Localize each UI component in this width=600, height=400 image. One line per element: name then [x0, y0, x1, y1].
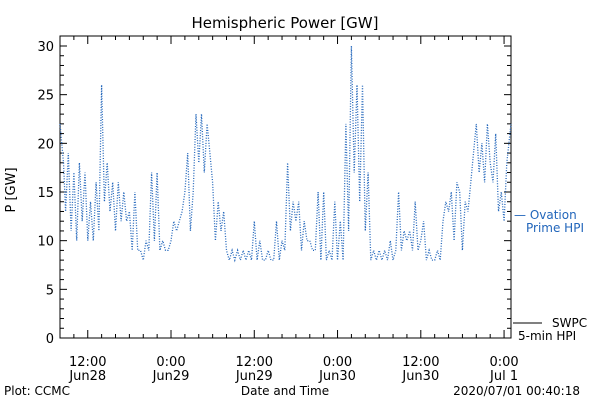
y-tick-label: 20 [37, 137, 54, 152]
y-axis-label: P [GW] [4, 167, 19, 212]
legend: — Ovation Prime HPI SWPC 5-min HPI [513, 208, 587, 343]
x-tick-label-date: Jun30 [318, 369, 356, 384]
legend-swpc-line1: SWPC [552, 316, 587, 330]
x-tick-label-time: 0:00 [156, 355, 185, 370]
x-tick-label-time: 12:00 [69, 355, 106, 370]
x-axis-label: Date and Time [241, 384, 329, 398]
plot-frame [59, 35, 512, 339]
legend-ovation-line1: — Ovation [514, 208, 577, 222]
x-tick-label-date: Jun29 [235, 369, 273, 384]
x-tick-label-date: Jun29 [152, 369, 190, 384]
y-tick-label: 10 [37, 235, 54, 250]
x-tick-label-date: Jun30 [401, 369, 439, 384]
legend-swpc-line2: 5-min HPI [518, 329, 576, 343]
x-axis-ticks: 12:00Jun280:00Jun2912:00Jun290:00Jun3012… [59, 36, 519, 384]
y-tick-label: 30 [37, 40, 54, 55]
legend-ovation-line2: Prime HPI [526, 221, 584, 235]
x-tick-label-time: 0:00 [323, 355, 352, 370]
y-tick-label: 5 [46, 283, 54, 298]
y-tick-label: 0 [46, 332, 54, 347]
y-tick-label: 15 [37, 186, 54, 201]
chart-title: Hemispheric Power [GW] [192, 14, 379, 32]
x-tick-label-time: 0:00 [489, 355, 518, 370]
y-tick-label: 25 [37, 89, 54, 104]
footer-timestamp: 2020/07/01 00:40:18 [453, 384, 580, 398]
x-tick-label-date: Jun28 [68, 369, 106, 384]
series-line-ovation-prime-hpi [59, 45, 512, 263]
y-axis-ticks: 0 5 10 15 20 25 30 [37, 40, 511, 347]
x-tick-label-date: Jul 1 [489, 369, 518, 384]
x-tick-label-time: 12:00 [402, 355, 439, 370]
x-tick-label-time: 12:00 [236, 355, 273, 370]
footer-plot-credit: Plot: CCMC [4, 384, 70, 398]
